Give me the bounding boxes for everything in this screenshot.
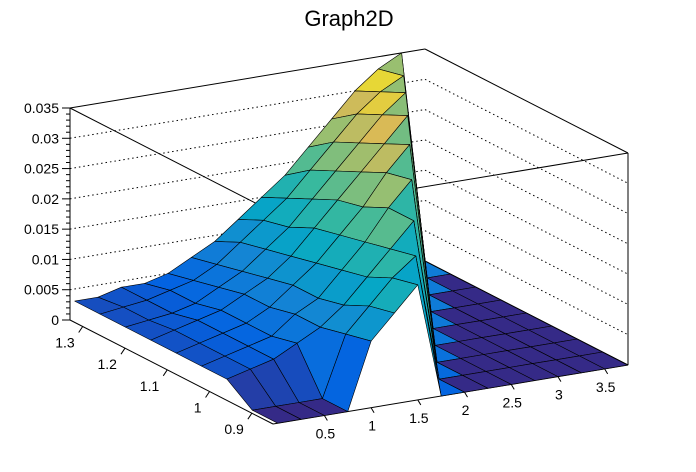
z-gridline <box>69 230 426 291</box>
back-frame <box>69 48 629 425</box>
y-tick <box>120 347 126 355</box>
z-gridline <box>69 199 426 260</box>
y-tick-label: 1.1 <box>140 378 160 394</box>
right-bottom-edge <box>424 260 629 366</box>
x-tick-label: 2.5 <box>502 394 522 410</box>
z-tick-label: 0.035 <box>24 100 59 116</box>
y-tick <box>247 412 253 420</box>
y-tick-label: 1 <box>194 400 202 416</box>
surface-cell <box>252 405 302 424</box>
z-tick-label: 0 <box>51 312 59 328</box>
z-gridline <box>69 78 426 139</box>
front-frame <box>424 153 629 366</box>
y-tick <box>78 326 84 333</box>
x-tick <box>370 407 375 413</box>
y-tick-label: 1.2 <box>98 356 118 372</box>
y-tick <box>162 369 168 377</box>
x-tick-label: 1 <box>368 418 376 434</box>
surface <box>74 52 629 424</box>
y-axis-line <box>69 319 274 425</box>
z-gridline <box>424 230 629 336</box>
z-tick-label: 0.03 <box>32 130 59 146</box>
x-tick-label: 3 <box>555 387 563 403</box>
x-tick-label: 2 <box>462 402 470 418</box>
z-tick-label: 0.015 <box>24 221 59 237</box>
left-top-edge <box>69 107 274 213</box>
z-tick-label: 0.02 <box>32 191 59 207</box>
z-gridline <box>69 109 426 170</box>
chart-title: Graph2D <box>304 6 393 31</box>
z-gridline <box>424 78 629 184</box>
z-tick-label: 0.005 <box>24 282 59 298</box>
x-tick <box>557 376 562 382</box>
z-gridline <box>69 139 426 200</box>
x-tick <box>464 391 468 398</box>
axis-ticks: 0 0.005 0.01 0.015 0.02 0.025 0.03 0.035 0.5 1 1.5… <box>24 100 616 441</box>
y-tick <box>205 391 210 398</box>
z-gridline <box>69 169 426 230</box>
z-gridline <box>424 169 629 275</box>
x-tick <box>604 368 609 375</box>
z-gridline <box>424 199 629 305</box>
z-tick-label: 0.01 <box>32 251 59 267</box>
y-tick-label: 1.3 <box>55 335 75 351</box>
x-tick-label: 0.5 <box>316 425 336 441</box>
x-tick <box>417 399 422 406</box>
z-gridline <box>424 109 629 215</box>
right-top-edge <box>424 48 629 154</box>
x-tick <box>323 415 328 421</box>
x-tick-label: 1.5 <box>409 410 429 426</box>
z-gridline <box>424 139 629 245</box>
x-tick-label: 3.5 <box>596 379 616 395</box>
x-tick <box>510 384 515 390</box>
y-tick-label: 0.9 <box>224 421 244 437</box>
back-top-edge <box>69 48 426 109</box>
z-tick-label: 0.025 <box>24 161 59 177</box>
